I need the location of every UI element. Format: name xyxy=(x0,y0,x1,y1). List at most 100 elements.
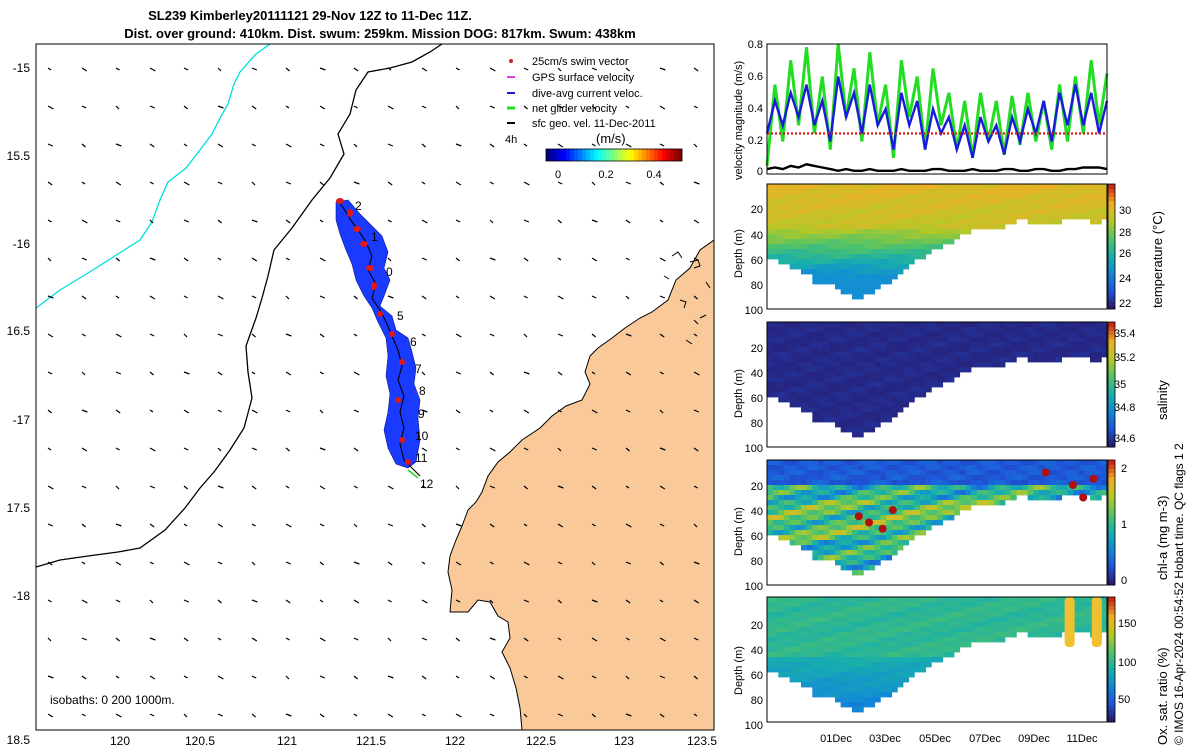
heatmap-cell xyxy=(965,500,972,506)
velocity-arrow xyxy=(353,67,359,72)
heatmap-cell xyxy=(869,617,876,623)
heatmap-cell xyxy=(908,372,915,378)
heatmap-cell xyxy=(976,337,983,343)
heatmap-cell xyxy=(914,189,921,195)
heatmap-cell xyxy=(925,485,932,491)
heatmap-cell xyxy=(903,352,910,358)
heatmap-cell xyxy=(891,607,898,613)
heatmap-cell xyxy=(976,352,983,358)
velocity-arrow xyxy=(421,143,426,148)
heatmap-cell xyxy=(846,204,853,210)
velocity-arrow xyxy=(625,637,630,641)
heatmap-cell xyxy=(801,647,808,653)
heatmap-cell xyxy=(857,652,864,658)
heatmap-cell xyxy=(1084,347,1091,353)
heatmap-cell xyxy=(914,530,921,536)
heatmap-cell xyxy=(965,632,972,638)
heatmap-cell xyxy=(988,337,995,343)
velocity-arrow xyxy=(523,181,530,186)
heatmap-cell xyxy=(993,607,1000,613)
heatmap-cell xyxy=(942,189,949,195)
heatmap-cell xyxy=(908,490,915,496)
heatmap-cell xyxy=(931,377,938,383)
heatmap-cell xyxy=(1056,480,1063,486)
colorbar-cell xyxy=(1108,238,1115,243)
heatmap-cell xyxy=(1044,632,1051,638)
heatmap-cell xyxy=(840,199,847,205)
heatmap-cell xyxy=(869,495,876,501)
heatmap-cell xyxy=(954,470,961,476)
heatmap-cell xyxy=(1033,199,1040,205)
heatmap-cell xyxy=(767,602,774,608)
heatmap-cell xyxy=(1084,485,1091,491)
velocity-arrow xyxy=(421,295,427,300)
heatmap-cell xyxy=(959,337,966,343)
heatmap-cell xyxy=(852,560,859,566)
heatmap-cell xyxy=(897,632,904,638)
heatmap-cell xyxy=(920,189,927,195)
velocity-arrow xyxy=(591,219,598,223)
heatmap-cell xyxy=(903,607,910,613)
heatmap-cell xyxy=(869,352,876,358)
heatmap-cell xyxy=(846,697,853,703)
heatmap-cell xyxy=(784,500,791,506)
heatmap-cell xyxy=(886,347,893,353)
heatmap-cell xyxy=(897,657,904,663)
heatmap-cell xyxy=(869,597,876,603)
heatmap-cell xyxy=(869,347,876,353)
colorbar-cell xyxy=(642,149,647,161)
heatmap-cell xyxy=(840,209,847,215)
heatmap-cell xyxy=(903,332,910,338)
velocity-arrow xyxy=(455,67,460,71)
heatmap-cell xyxy=(897,485,904,491)
colorbar-cell xyxy=(1108,217,1115,222)
heatmap-cell xyxy=(1033,337,1040,343)
velocity-arrow xyxy=(387,561,393,566)
heatmap-cell xyxy=(908,342,915,348)
heatmap-cell xyxy=(835,249,842,255)
velocity-arrow xyxy=(489,675,496,680)
heatmap-cell xyxy=(1101,490,1108,496)
heatmap-cell xyxy=(897,382,904,388)
heatmap-cell xyxy=(880,219,887,225)
heatmap-cell xyxy=(897,500,904,506)
colorbar-cell xyxy=(666,149,671,161)
heatmap-cell xyxy=(959,184,966,190)
colorbar-cell xyxy=(1108,442,1115,448)
heatmap-cell xyxy=(835,417,842,423)
heatmap-cell xyxy=(852,432,859,438)
heatmap-cell xyxy=(1010,627,1017,633)
heatmap-cell xyxy=(993,347,1000,353)
heatmap-cell xyxy=(1067,209,1074,215)
heatmap-cell xyxy=(840,412,847,418)
heatmap-cell xyxy=(914,184,921,190)
heatmap-cell xyxy=(1033,612,1040,618)
heatmap-cell xyxy=(869,387,876,393)
heatmap-cell xyxy=(914,337,921,343)
heatmap-cell xyxy=(1033,209,1040,215)
heatmap-cell xyxy=(1090,214,1097,220)
heatmap-cell xyxy=(948,602,955,608)
heatmap-cell xyxy=(784,652,791,658)
heatmap-cell xyxy=(767,495,774,501)
heatmap-cell xyxy=(874,495,881,501)
heatmap-cell xyxy=(1090,347,1097,353)
heatmap-cell xyxy=(801,485,808,491)
heatmap-cell xyxy=(908,510,915,516)
heatmap-cell xyxy=(999,465,1006,471)
heatmap-cell xyxy=(1073,460,1080,466)
heatmap-cell xyxy=(1016,465,1023,471)
heatmap-cell xyxy=(937,617,944,623)
heatmap-cell xyxy=(1027,199,1034,205)
heatmap-cell xyxy=(993,352,1000,358)
velocity-arrow xyxy=(659,181,664,186)
heatmap-cell xyxy=(1044,602,1051,608)
heatmap-cell xyxy=(818,607,825,613)
heatmap-cell xyxy=(806,465,813,471)
heatmap-cell xyxy=(778,485,785,491)
heatmap-cell xyxy=(840,204,847,210)
heatmap-cell xyxy=(767,392,774,398)
heatmap-cell xyxy=(823,485,830,491)
heatmap-cell xyxy=(823,627,830,633)
heatmap-cell xyxy=(846,412,853,418)
